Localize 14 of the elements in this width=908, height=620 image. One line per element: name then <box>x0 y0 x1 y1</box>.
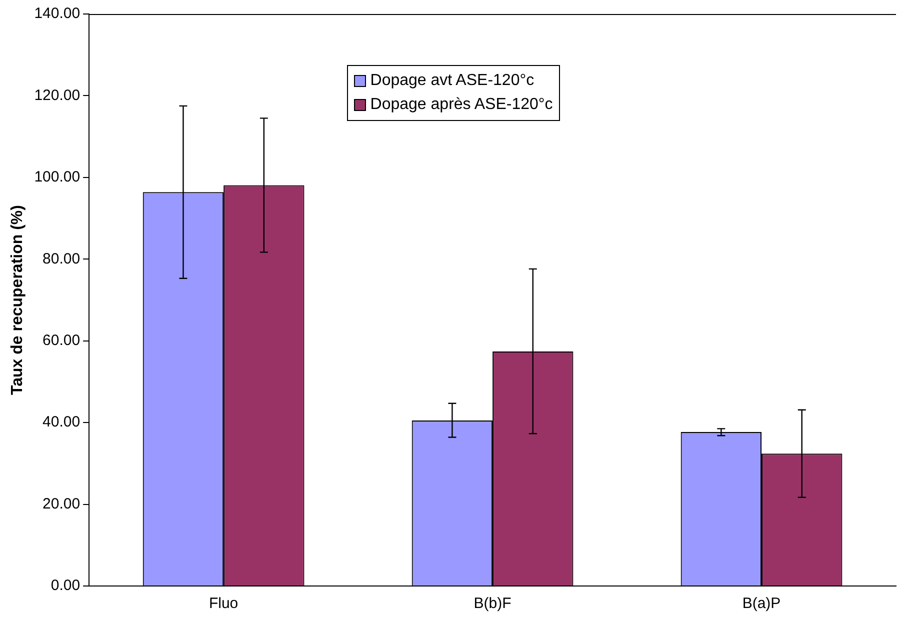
legend-label: Dopage avt ASE-120°c <box>370 71 534 92</box>
legend-label: Dopage après ASE-120°c <box>370 95 553 116</box>
y-tick-label: 120.00 <box>34 86 80 104</box>
y-tick-label: 20.00 <box>42 495 80 512</box>
y-axis-title: Taux de recuperation (%) <box>9 205 26 395</box>
y-tick-label: 40.00 <box>42 414 80 431</box>
y-tick-label: 140.00 <box>34 5 80 22</box>
x-tick-label: B(b)F <box>474 595 512 612</box>
x-tick-label: Fluo <box>208 595 238 612</box>
y-tick-label: 80.00 <box>42 250 80 268</box>
y-tick-label: 60.00 <box>42 332 80 349</box>
y-tick-label: 0.00 <box>50 577 80 594</box>
y-tick-label: 100.00 <box>34 168 80 186</box>
x-tick-label: B(a)P <box>742 595 781 612</box>
